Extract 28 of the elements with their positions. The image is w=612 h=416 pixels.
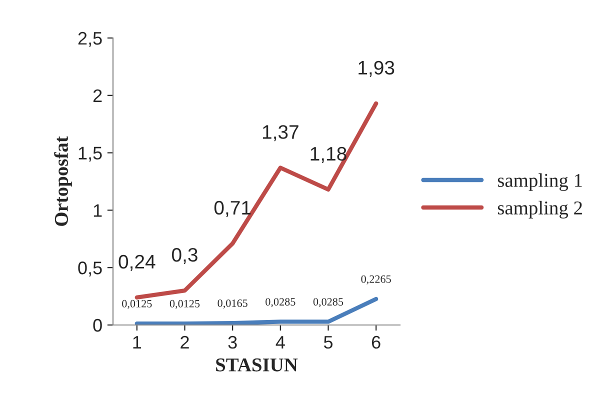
data-label: 1,37 bbox=[262, 125, 298, 142]
y-tick-label: 0 bbox=[93, 318, 102, 332]
x-tick-label: 2 bbox=[180, 336, 189, 348]
data-label: 0,0125 bbox=[170, 300, 200, 310]
data-label: 0,0165 bbox=[218, 299, 248, 309]
data-label: 1,93 bbox=[358, 60, 394, 77]
y-axis-title: Ortoposfat bbox=[54, 136, 72, 226]
x-axis-title: STASIUN bbox=[216, 358, 298, 372]
legend-label: sampling 1 bbox=[498, 173, 582, 191]
y-tick-label: 1 bbox=[94, 204, 102, 217]
x-tick-label: 6 bbox=[372, 336, 380, 349]
data-label: 1,18 bbox=[310, 146, 346, 163]
y-tick-label: 2,5 bbox=[78, 32, 102, 47]
data-label: 0,2265 bbox=[361, 275, 391, 284]
legend-label: sampling 2 bbox=[498, 200, 582, 219]
y-tick-label: 1,5 bbox=[78, 146, 102, 162]
x-tick-label: 4 bbox=[276, 336, 285, 348]
data-label: 0,0125 bbox=[122, 300, 152, 310]
data-label: 0,3 bbox=[172, 248, 198, 264]
data-label: 0,24 bbox=[118, 254, 156, 271]
data-label: 0,71 bbox=[214, 200, 251, 217]
data-label: 0,0285 bbox=[313, 298, 344, 308]
x-tick-label: 3 bbox=[228, 336, 237, 349]
y-tick-label: 2 bbox=[93, 89, 102, 102]
data-label: 0,0285 bbox=[266, 298, 296, 308]
x-tick-label: 1 bbox=[133, 336, 142, 348]
x-tick-label: 5 bbox=[324, 336, 333, 349]
y-tick-label: 0,5 bbox=[78, 262, 102, 276]
